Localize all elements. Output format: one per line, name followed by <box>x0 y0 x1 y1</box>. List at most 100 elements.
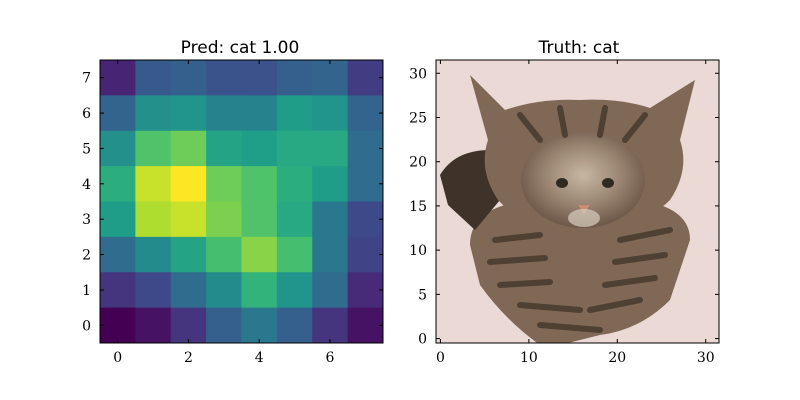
cat-stripe <box>597 105 608 138</box>
heatmap-y-tick-label: 6 <box>82 106 91 122</box>
heatmap-cell <box>100 236 136 273</box>
heatmap-cell <box>312 60 349 96</box>
image-x-tick-label: 30 <box>697 350 715 366</box>
heatmap-cell <box>312 272 349 309</box>
heatmap-cell <box>170 130 207 167</box>
heatmap-cell <box>276 60 313 96</box>
heatmap-cell <box>312 236 349 273</box>
heatmap-frame <box>99 59 384 344</box>
heatmap-cell <box>206 201 242 238</box>
heatmap-cell <box>276 95 313 132</box>
image-y-tick-label: 30 <box>409 66 427 82</box>
heatmap-x-tick-label: 2 <box>184 350 193 366</box>
heatmap-cell <box>241 60 278 96</box>
image-y-tick-label: 10 <box>409 243 427 259</box>
heatmap-cell <box>100 272 136 309</box>
cat-left-eye <box>556 178 568 188</box>
heatmap-cell <box>206 166 242 202</box>
cat-stripe <box>497 279 553 288</box>
heatmap-title: Pred: cat 1.00 <box>181 38 300 58</box>
heatmap-cell <box>100 166 136 202</box>
heatmap-cell <box>312 95 349 132</box>
heatmap-x-tick-label: 6 <box>325 350 334 366</box>
heatmap-cell <box>135 272 172 309</box>
cat-stripe <box>602 275 658 288</box>
heatmap-cell <box>170 166 207 202</box>
heatmap-cell <box>206 236 242 273</box>
heatmap-cell <box>135 236 172 273</box>
heatmap-cell <box>241 201 278 238</box>
truth-image-panel: Truth: cat <box>409 38 720 366</box>
image-frame <box>435 59 720 344</box>
heatmap-cell <box>347 166 384 202</box>
heatmap-y-tick-label: 0 <box>82 318 91 334</box>
image-x-tick-label: 10 <box>520 350 538 366</box>
heatmap-cells <box>100 60 384 344</box>
heatmap-cell <box>347 130 384 167</box>
heatmap-cell <box>135 166 172 202</box>
truth-image-title: Truth: cat <box>538 38 620 58</box>
heatmap-cell <box>347 60 384 96</box>
cat-stripe <box>622 112 648 143</box>
image-y-tick-label: 0 <box>418 332 427 348</box>
cat-face <box>521 132 645 228</box>
heatmap-y-tick-label: 5 <box>82 141 91 157</box>
heatmap-cell <box>206 272 242 309</box>
heatmap-cell <box>206 130 242 167</box>
cat-stripe <box>612 252 668 265</box>
heatmap-panel: Pred: cat 1.00 0 2 4 6 0 1 2 3 4 5 6 7 <box>82 38 384 366</box>
heatmap-cell <box>276 130 313 167</box>
heatmap-cell <box>312 307 349 344</box>
heatmap-cell <box>100 60 136 96</box>
heatmap-cell <box>135 201 172 238</box>
cat-stripes <box>487 105 673 333</box>
cat-shoulder <box>440 150 500 230</box>
image-ticks: 0 10 20 30 0 5 10 15 20 25 30 <box>409 60 719 366</box>
heatmap-y-tick-label: 7 <box>82 71 91 87</box>
cat-right-eye <box>602 178 614 188</box>
heatmap-cell <box>347 95 384 132</box>
image-y-tick-label: 20 <box>409 155 427 171</box>
heatmap-cell <box>276 236 313 273</box>
heatmap-cell <box>206 307 242 344</box>
heatmap-cell <box>347 201 384 238</box>
cat-stripe <box>557 105 568 138</box>
heatmap-cell <box>170 272 207 309</box>
cat-image <box>436 60 719 343</box>
heatmap-cell <box>276 307 313 344</box>
heatmap-cell <box>276 201 313 238</box>
cat-stripe <box>492 232 543 243</box>
heatmap-ticks: 0 2 4 6 0 1 2 3 4 5 6 7 <box>82 60 383 366</box>
heatmap-cell <box>100 95 136 132</box>
heatmap-cell <box>100 130 136 167</box>
heatmap-cell <box>312 166 349 202</box>
heatmap-cell <box>312 130 349 167</box>
heatmap-cell <box>312 201 349 238</box>
heatmap-cell <box>347 236 384 273</box>
heatmap-y-tick-label: 2 <box>82 248 91 264</box>
heatmap-y-tick-label: 3 <box>82 212 91 228</box>
heatmap-cell <box>347 307 384 344</box>
heatmap-cell <box>241 95 278 132</box>
heatmap-cell <box>170 307 207 344</box>
image-x-tick-label: 0 <box>436 350 445 366</box>
image-y-tick-label: 15 <box>409 199 427 215</box>
cat-stripe <box>537 322 603 333</box>
heatmap-cell <box>100 201 136 238</box>
heatmap-x-tick-label: 0 <box>113 350 122 366</box>
heatmap-x-tick-label: 4 <box>255 350 264 366</box>
heatmap-cell <box>135 95 172 132</box>
heatmap-cell <box>206 95 242 132</box>
heatmap-y-tick-label: 4 <box>82 177 91 193</box>
heatmap-cell <box>347 272 384 309</box>
heatmap-cell <box>276 272 313 309</box>
heatmap-cell <box>241 236 278 273</box>
image-y-tick-label: 5 <box>418 287 427 303</box>
heatmap-cell <box>170 60 207 96</box>
cat-stripe <box>587 297 643 313</box>
heatmap-y-tick-label: 1 <box>82 283 91 299</box>
heatmap-cell <box>170 201 207 238</box>
heatmap-cell <box>241 166 278 202</box>
heatmap-cell <box>170 95 207 132</box>
